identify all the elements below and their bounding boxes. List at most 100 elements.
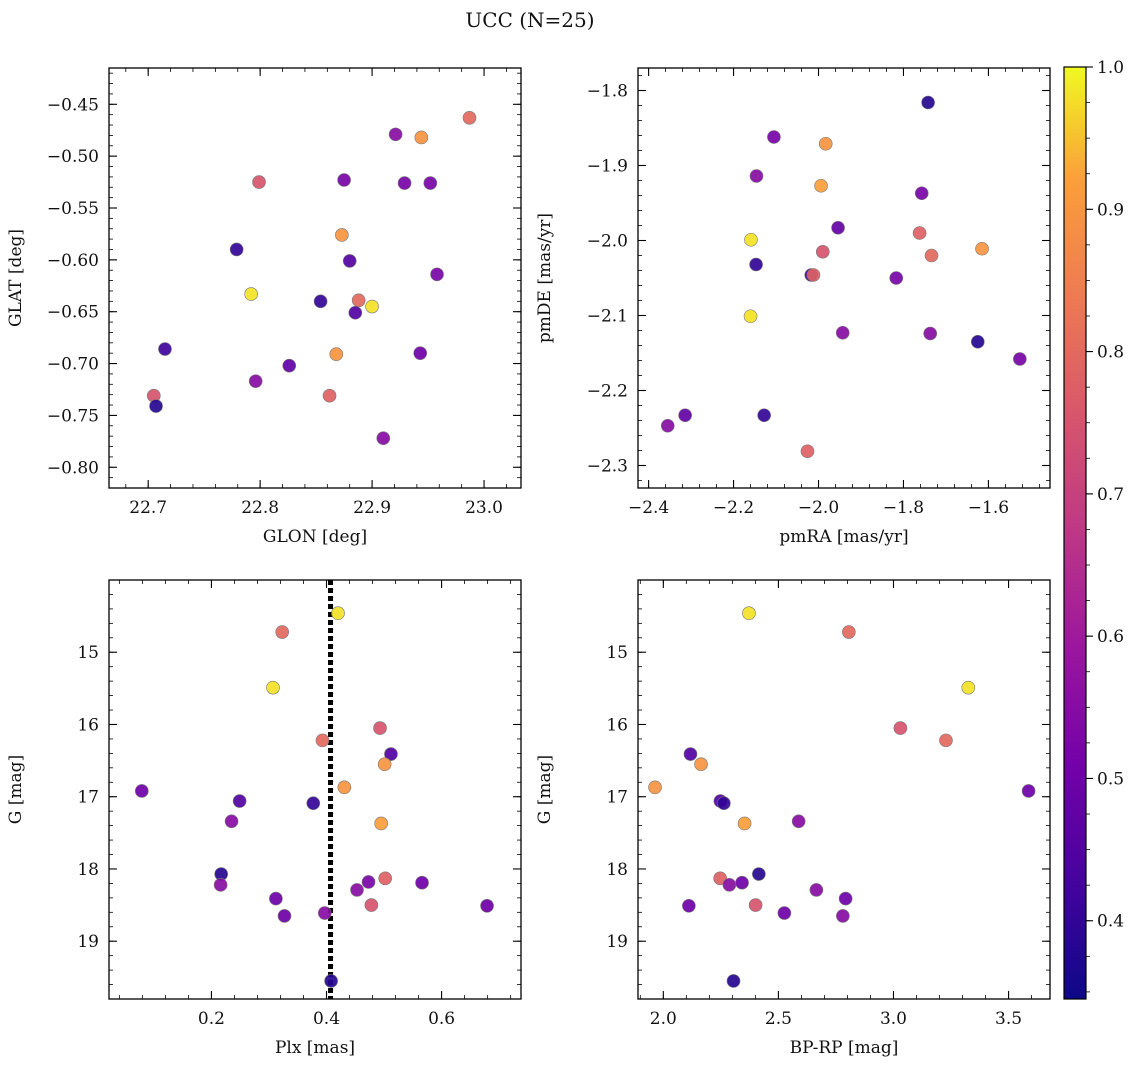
y-tick-label: −0.70 bbox=[47, 355, 99, 375]
x-tick-label: −2.4 bbox=[628, 498, 669, 518]
y-axis-label: G [mag] bbox=[535, 755, 555, 824]
scatter-point bbox=[348, 305, 363, 320]
y-tick-label: 18 bbox=[606, 860, 628, 880]
scatter-point bbox=[914, 186, 929, 201]
scatter-point bbox=[752, 867, 766, 881]
scatter-point bbox=[337, 173, 351, 187]
colorbar-tick-label: 1.0 bbox=[1097, 58, 1124, 78]
scatter-point bbox=[331, 606, 345, 621]
scatter-point bbox=[329, 347, 344, 362]
figure-title: UCC (N=25) bbox=[465, 8, 594, 32]
scatter-point bbox=[682, 899, 696, 913]
scatter-point bbox=[282, 358, 297, 373]
scatter-point bbox=[462, 110, 477, 125]
scatter-point bbox=[423, 176, 438, 190]
scatter-point bbox=[365, 299, 379, 314]
y-tick-label: 19 bbox=[606, 932, 628, 952]
scatter-point bbox=[377, 757, 392, 772]
y-tick-label: 19 bbox=[77, 932, 99, 952]
scatter-point bbox=[213, 878, 228, 892]
panel-bprp-g: 2.0 2.5 3.0 3.5 15 16 17 18 19 BP-RP [mag] G [mag] bbox=[535, 579, 1051, 1058]
scatter-point bbox=[337, 780, 352, 795]
y-tick-label: −2.1 bbox=[587, 307, 628, 327]
y-tick-label: 17 bbox=[606, 788, 628, 808]
scatter-point bbox=[777, 906, 792, 920]
y-tick-label: −0.50 bbox=[47, 147, 99, 167]
plot-frame bbox=[637, 67, 1051, 489]
scatter-point bbox=[800, 444, 815, 459]
x-tick-label: 22.8 bbox=[241, 498, 279, 518]
scatter-point bbox=[388, 127, 403, 142]
scatter-point bbox=[924, 248, 939, 263]
plot-frame bbox=[108, 579, 522, 1000]
x-tick-label: 0.4 bbox=[313, 1009, 340, 1029]
scatter-point bbox=[149, 399, 163, 413]
colorbar-tick-label: 0.8 bbox=[1097, 343, 1124, 363]
scatter-point bbox=[317, 906, 332, 920]
scatter-point bbox=[430, 267, 444, 282]
x-tick-label: 22.7 bbox=[129, 498, 167, 518]
scatter-point bbox=[232, 794, 247, 808]
scatter-point bbox=[838, 891, 853, 906]
scatter-point bbox=[660, 418, 675, 433]
x-tick-label: −2.0 bbox=[798, 498, 839, 518]
scatter-point bbox=[970, 334, 985, 349]
scatter-point bbox=[749, 257, 763, 272]
scatter-point bbox=[717, 796, 731, 811]
scatter-point bbox=[809, 883, 824, 897]
panel-plx-g: 0.2 0.4 0.6 15 16 17 18 19 Plx [mas] G [mag] bbox=[6, 579, 522, 1058]
scatter-point bbox=[1021, 784, 1036, 798]
x-axis-label: Plx [mas] bbox=[275, 1038, 355, 1058]
scatter-point bbox=[748, 898, 763, 912]
y-tick-label: 18 bbox=[77, 860, 99, 880]
scatter-point bbox=[397, 176, 412, 190]
x-tick-label: 3.0 bbox=[880, 1009, 907, 1029]
scatter-point bbox=[342, 254, 357, 268]
scatter-point bbox=[306, 796, 321, 811]
panel-pmra-pmde: −2.4 −2.2 −2.0 −1.8 −1.6 −1.8 −1.9 −2.0 −2.1 −2.2… bbox=[535, 67, 1051, 547]
scatter-point bbox=[324, 974, 338, 988]
scatter-point bbox=[842, 625, 856, 639]
x-tick-label: 2.5 bbox=[765, 1009, 792, 1029]
scatter-point bbox=[229, 242, 244, 257]
scatter-point bbox=[806, 268, 821, 282]
x-tick-label: 0.6 bbox=[428, 1009, 455, 1029]
y-tick-label: −0.75 bbox=[47, 406, 99, 426]
scatter-point bbox=[374, 816, 388, 831]
scatter-point bbox=[814, 178, 828, 193]
scatter-point bbox=[975, 241, 989, 256]
colorbar-tick-label: 0.4 bbox=[1097, 912, 1124, 932]
scatter-point bbox=[889, 271, 904, 285]
scatter-point bbox=[815, 244, 830, 259]
x-axis-label: pmRA [mas/yr] bbox=[779, 527, 908, 547]
scatter-point bbox=[414, 130, 429, 145]
plot-frame bbox=[637, 579, 1051, 1000]
y-axis-label: pmDE [mas/yr] bbox=[535, 213, 555, 343]
scatter-point bbox=[742, 606, 756, 621]
scatter-point bbox=[224, 814, 239, 829]
x-tick-label: 23.0 bbox=[465, 498, 503, 518]
scatter-point bbox=[757, 408, 771, 423]
y-axis-label: G [mag] bbox=[6, 755, 26, 824]
scatter-point bbox=[744, 232, 758, 247]
x-tick-label: −2.2 bbox=[713, 498, 754, 518]
x-tick-label: 22.9 bbox=[353, 498, 391, 518]
colorbar-gradient bbox=[1063, 66, 1087, 1000]
x-tick-label: 0.2 bbox=[198, 1009, 225, 1029]
scatter-point bbox=[252, 175, 266, 189]
scatter-point bbox=[378, 871, 393, 886]
scatter-point bbox=[694, 757, 708, 772]
plot-frame bbox=[108, 67, 522, 489]
scatter-point bbox=[415, 875, 429, 890]
scatter-point bbox=[269, 891, 283, 906]
y-tick-label: −1.9 bbox=[587, 157, 628, 177]
y-tick-label: 17 bbox=[77, 788, 99, 808]
scatter-point bbox=[836, 909, 850, 923]
scatter-point bbox=[818, 136, 833, 151]
y-tick-label: 15 bbox=[77, 643, 99, 663]
scatter-point bbox=[335, 228, 349, 242]
scatter-point bbox=[413, 346, 428, 360]
scatter-point bbox=[248, 374, 263, 388]
x-tick-label: 2.0 bbox=[650, 1009, 677, 1029]
scatter-point bbox=[376, 431, 391, 446]
